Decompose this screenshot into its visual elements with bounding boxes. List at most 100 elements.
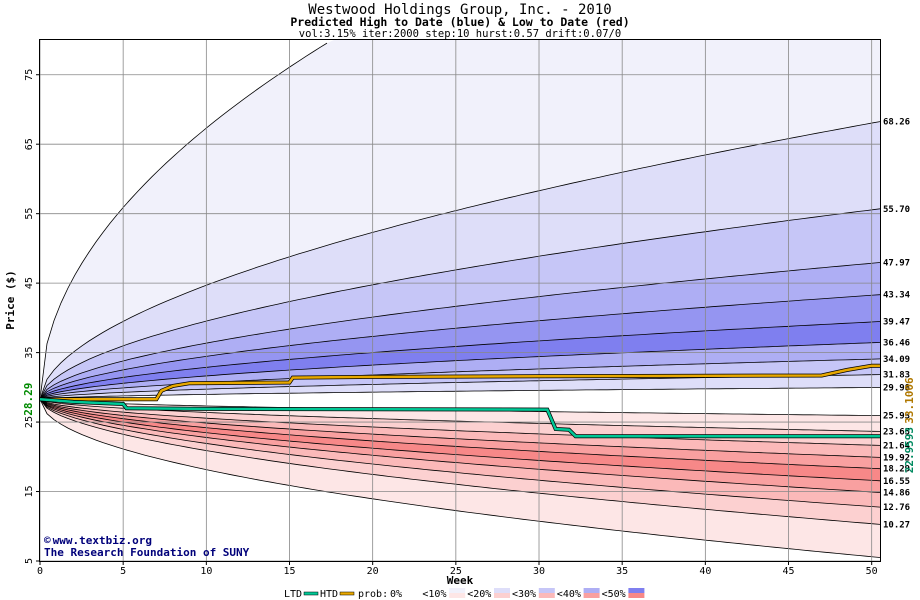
legend: LTD HTD prob: 0% <10% <20% <30% <40% <50% <box>284 588 645 600</box>
end-value-label: 43.34 <box>883 291 911 301</box>
y-tick-label: 45 <box>24 277 35 289</box>
low-band <box>40 399 880 481</box>
end-value-label: 23.65 <box>883 427 910 437</box>
percentile-curve <box>39 398 881 458</box>
x-axis-title: Week <box>447 574 474 587</box>
x-tick-label: 5 <box>120 566 126 577</box>
percentile-curve <box>39 294 881 400</box>
x-tick-label: 25 <box>450 566 462 577</box>
x-tick-label: 45 <box>782 566 794 577</box>
legend-swatch-low <box>404 593 421 598</box>
legend-ltd-swatch <box>303 591 319 596</box>
percentile-curve <box>39 387 880 400</box>
high-band <box>40 294 880 400</box>
percentile-curve <box>39 42 328 400</box>
x-tick-label: 0 <box>37 566 43 577</box>
percentile-curve <box>39 398 881 446</box>
percentile-curve <box>39 398 881 470</box>
legend-swatch-low <box>538 593 555 598</box>
y-tick-label: 5 <box>24 558 35 564</box>
legend-swatch-high <box>449 588 466 593</box>
plot-frame <box>39 39 881 562</box>
chart-params: vol:3.15% iter:2000 step:10 hurst:0.57 d… <box>299 28 621 40</box>
legend-htd-swatch <box>339 591 355 596</box>
legend-swatch-low <box>583 593 600 598</box>
htd-end-label: 33.1006 <box>903 377 916 424</box>
legend-prob-label: prob: <box>358 589 388 600</box>
end-value-label: 18.29 <box>883 465 910 475</box>
high-band <box>40 40 880 400</box>
end-value-label: 31.83 <box>883 371 910 381</box>
legend-swatch-low <box>449 593 466 598</box>
legend-htd-label: HTD <box>320 589 338 600</box>
x-tick-label: 20 <box>367 566 379 577</box>
high-band <box>40 374 880 400</box>
credit-line-1: © www.textbiz.org <box>44 534 152 547</box>
y-tick-label: 75 <box>24 69 35 81</box>
series-lines <box>39 363 880 439</box>
high-band <box>40 262 880 400</box>
legend-item-label: <50% <box>602 589 626 600</box>
legend-swatch-high <box>628 588 645 593</box>
grid-lines <box>39 40 880 562</box>
legend-item-label: <20% <box>467 589 491 600</box>
end-value-label: 34.09 <box>883 355 910 365</box>
percentile-curve <box>39 398 881 493</box>
percentile-curve <box>39 399 881 558</box>
y-tick-label: 15 <box>24 486 35 498</box>
end-value-label: 55.70 <box>883 205 910 215</box>
end-value-label: 19.92 <box>883 453 910 463</box>
median-band <box>40 387 880 416</box>
high-band <box>40 121 880 400</box>
legend-item-label: <10% <box>422 589 446 600</box>
percentile-curve <box>39 262 881 400</box>
y-tick-label: 35 <box>24 347 35 359</box>
end-value-label: 14.86 <box>883 489 910 499</box>
end-value-label: 16.55 <box>883 477 910 487</box>
ltd-end-label: 22.9593 <box>903 427 916 473</box>
legend-swatch-high <box>538 588 555 593</box>
percentile-curve <box>39 398 881 482</box>
legend-swatch-high <box>494 588 510 593</box>
y-axis-title: Price ($) <box>4 270 17 330</box>
end-value-label: 29.98 <box>883 383 910 393</box>
y-tick-label: 25 <box>24 416 35 428</box>
legend-swatch-high <box>404 588 421 593</box>
start-price-label: 28.29 <box>22 383 35 416</box>
legend-swatch-high <box>583 588 600 593</box>
x-tick-label: 30 <box>533 566 545 577</box>
legend-swatch-low <box>628 593 645 598</box>
low-band <box>40 399 880 508</box>
high-band <box>40 358 880 400</box>
legend-ltd-label: LTD <box>284 589 302 600</box>
percentile-curve <box>39 121 881 400</box>
end-value-label: 68.26 <box>883 118 910 128</box>
series-line-htd <box>40 364 880 401</box>
end-value-label: 12.76 <box>883 503 910 513</box>
x-axis: 0 5 10 15 20 25 30 35 40 45 50 <box>37 561 878 577</box>
x-tick-label: 10 <box>200 566 212 577</box>
copyright-icon: © <box>44 534 51 547</box>
x-tick-label: 40 <box>699 566 711 577</box>
x-tick-label: 35 <box>616 566 628 577</box>
y-axis: 5 15 25 35 45 55 65 75 <box>24 69 40 564</box>
chart-subtitle: Predicted High to Date (blue) & Low to D… <box>290 15 629 29</box>
y-tick-label: 65 <box>24 138 35 150</box>
end-value-label: 47.97 <box>883 259 910 269</box>
high-band <box>40 208 880 400</box>
percentile-curve <box>39 342 881 400</box>
probability-bands <box>40 40 880 558</box>
end-value-label: 36.46 <box>883 338 910 348</box>
low-band <box>40 399 880 558</box>
low-band <box>40 399 880 525</box>
percentile-curve <box>39 208 881 400</box>
high-band <box>40 342 880 400</box>
legend-item-label: <30% <box>512 589 536 600</box>
end-value-labels: 68.26 55.70 47.97 43.34 39.47 36.46 34.09 31.83… <box>883 118 911 531</box>
x-tick-label: 50 <box>866 566 878 577</box>
end-value-label: 25.93 <box>883 412 910 422</box>
x-tick-label: 15 <box>283 566 295 577</box>
end-value-label: 21.64 <box>883 441 911 451</box>
low-band <box>40 399 880 469</box>
